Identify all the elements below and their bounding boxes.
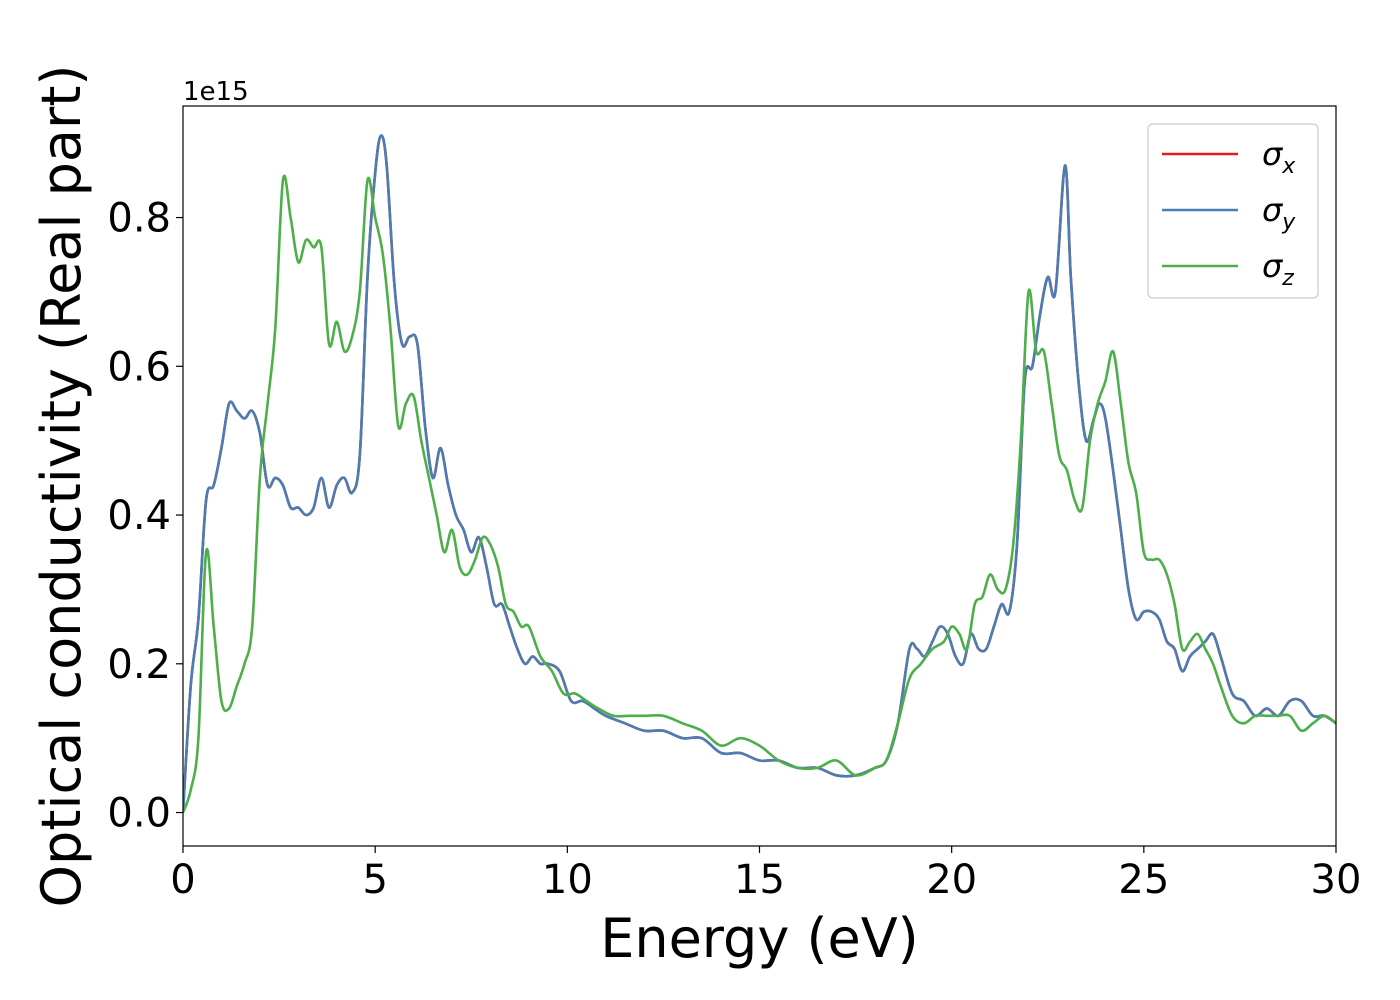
y-tick-label: 0.0	[107, 791, 171, 837]
x-tick-label: 15	[734, 857, 785, 903]
series-line-y	[183, 134, 1336, 813]
legend-label-x: σx	[1262, 135, 1296, 179]
y-tick-label: 0.4	[107, 493, 171, 539]
y-tick-label: 0.2	[107, 642, 171, 688]
y-axis-title: Optical conductivity (Real part)	[30, 65, 93, 908]
y-axis-ticks: 0.0 0.2 0.4 0.6 0.8	[107, 196, 183, 837]
y-offset-label: 1e15	[183, 77, 249, 107]
x-tick-label: 25	[1118, 857, 1169, 903]
x-axis-title: Energy (eV)	[600, 907, 919, 970]
series-line-z	[183, 174, 1336, 813]
x-tick-label: 5	[362, 857, 387, 903]
legend-label-z: σz	[1262, 247, 1294, 291]
x-tick-label: 20	[926, 857, 977, 903]
y-tick-label: 0.6	[107, 344, 171, 390]
x-tick-label: 30	[1311, 857, 1362, 903]
legend-label-y: σy	[1262, 191, 1296, 235]
x-axis-ticks: 0 5 10 15 20 25 30	[170, 846, 1361, 903]
x-tick-label: 10	[542, 857, 593, 903]
plot-lines	[183, 134, 1336, 813]
x-tick-label: 0	[170, 857, 195, 903]
legend: σx σy σz	[1147, 123, 1319, 299]
y-tick-label: 0.8	[107, 196, 171, 242]
